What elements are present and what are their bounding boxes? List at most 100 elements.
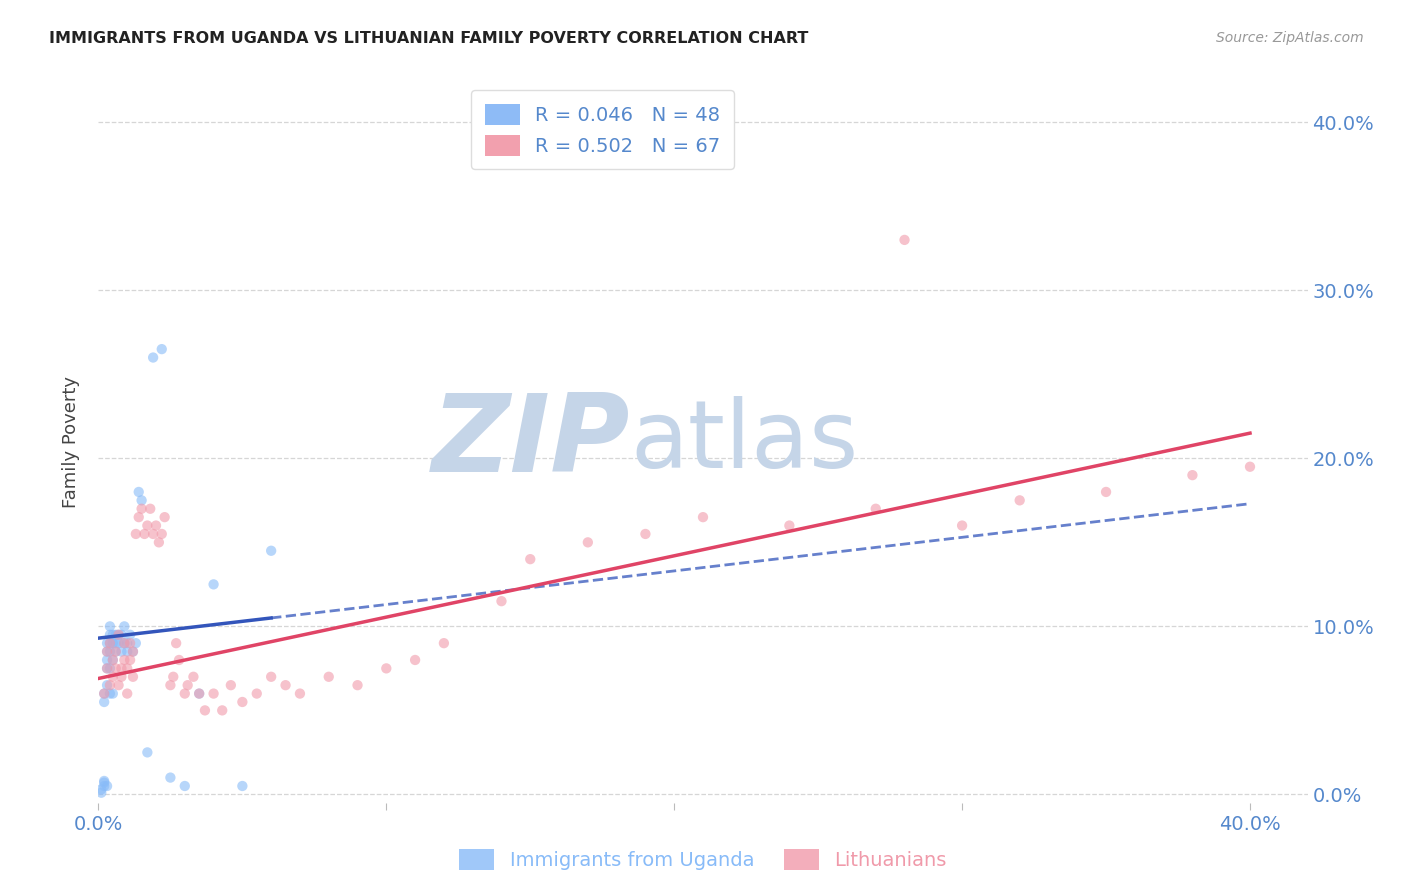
Point	[162, 670, 184, 684]
Point	[288, 687, 311, 701]
Point	[136, 745, 159, 759]
Legend: Immigrants from Uganda, Lithuanians: Immigrants from Uganda, Lithuanians	[451, 841, 955, 878]
Point	[96, 644, 118, 658]
Point	[93, 687, 115, 701]
Point	[211, 703, 233, 717]
Point	[576, 535, 599, 549]
Point	[153, 510, 176, 524]
Point	[231, 695, 253, 709]
Point	[176, 678, 198, 692]
Point	[219, 678, 242, 692]
Point	[346, 678, 368, 692]
Point	[318, 670, 340, 684]
Point	[110, 661, 132, 675]
Point	[104, 636, 127, 650]
Point	[128, 510, 150, 524]
Point	[893, 233, 915, 247]
Point	[101, 653, 124, 667]
Y-axis label: Family Poverty: Family Poverty	[62, 376, 80, 508]
Point	[93, 775, 115, 789]
Point	[139, 501, 162, 516]
Point	[98, 644, 121, 658]
Text: IMMIGRANTS FROM UGANDA VS LITHUANIAN FAMILY POVERTY CORRELATION CHART: IMMIGRANTS FROM UGANDA VS LITHUANIAN FAM…	[49, 31, 808, 46]
Point	[1008, 493, 1031, 508]
Point	[125, 527, 148, 541]
Point	[183, 670, 205, 684]
Point	[96, 644, 118, 658]
Point	[188, 687, 211, 701]
Point	[90, 782, 112, 797]
Point	[98, 619, 121, 633]
Point	[107, 628, 129, 642]
Point	[93, 687, 115, 701]
Point	[173, 687, 195, 701]
Point	[122, 644, 145, 658]
Point	[101, 636, 124, 650]
Point	[1181, 468, 1204, 483]
Point	[150, 527, 173, 541]
Point	[107, 678, 129, 692]
Point	[110, 644, 132, 658]
Point	[125, 636, 148, 650]
Point	[96, 653, 118, 667]
Point	[131, 493, 153, 508]
Point	[950, 518, 973, 533]
Point	[96, 661, 118, 675]
Point	[634, 527, 657, 541]
Point	[194, 703, 217, 717]
Point	[246, 687, 269, 701]
Point	[692, 510, 714, 524]
Point	[188, 687, 211, 701]
Point	[98, 678, 121, 692]
Point	[98, 661, 121, 675]
Point	[491, 594, 513, 608]
Point	[375, 661, 398, 675]
Point	[112, 636, 135, 650]
Point	[404, 653, 426, 667]
Point	[778, 518, 800, 533]
Point	[122, 644, 145, 658]
Point	[148, 535, 170, 549]
Point	[274, 678, 297, 692]
Text: ZIP: ZIP	[432, 389, 630, 494]
Point	[145, 518, 167, 533]
Point	[115, 644, 138, 658]
Point	[136, 518, 159, 533]
Text: atlas: atlas	[630, 395, 859, 488]
Point	[104, 644, 127, 658]
Point	[107, 636, 129, 650]
Point	[112, 619, 135, 633]
Point	[167, 653, 190, 667]
Point	[96, 678, 118, 692]
Point	[112, 636, 135, 650]
Point	[101, 687, 124, 701]
Point	[107, 628, 129, 642]
Point	[159, 678, 181, 692]
Point	[120, 628, 142, 642]
Point	[1239, 459, 1261, 474]
Point	[131, 501, 153, 516]
Point	[110, 670, 132, 684]
Point	[231, 779, 253, 793]
Point	[150, 342, 173, 356]
Point	[104, 661, 127, 675]
Point	[98, 636, 121, 650]
Point	[96, 779, 118, 793]
Point	[173, 779, 195, 793]
Point	[110, 628, 132, 642]
Point	[115, 687, 138, 701]
Point	[98, 636, 121, 650]
Point	[165, 636, 187, 650]
Point	[120, 636, 142, 650]
Point	[202, 687, 225, 701]
Point	[865, 501, 887, 516]
Text: Source: ZipAtlas.com: Source: ZipAtlas.com	[1216, 31, 1364, 45]
Point	[519, 552, 541, 566]
Point	[128, 485, 150, 500]
Point	[115, 636, 138, 650]
Point	[104, 628, 127, 642]
Point	[101, 670, 124, 684]
Point	[122, 670, 145, 684]
Point	[134, 527, 156, 541]
Point	[104, 644, 127, 658]
